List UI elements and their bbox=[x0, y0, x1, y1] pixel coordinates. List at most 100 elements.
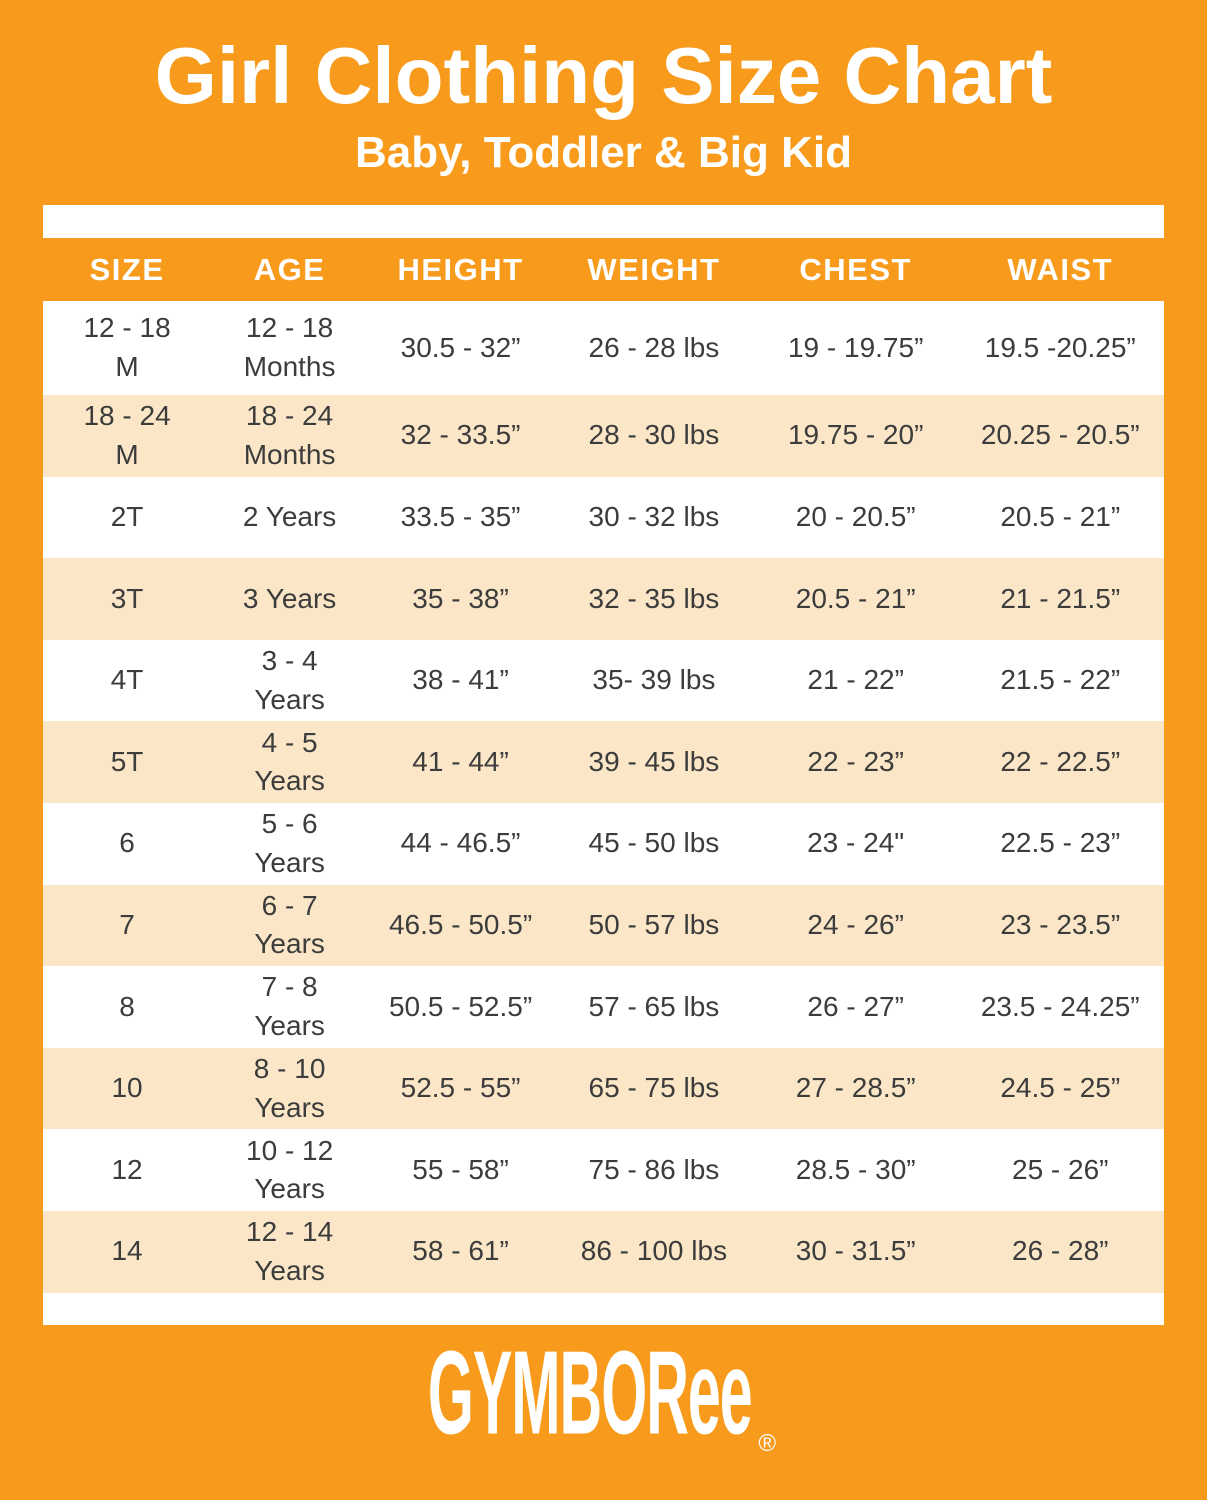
table-cell: 4 - 5 Years bbox=[254, 726, 325, 797]
table-row: 5T 4 - 5 Years 41 - 44” 39 - 45 lbs 22 - 23”… bbox=[43, 721, 1164, 803]
table-row: 14 12 - 14 Years 58 - 61” 86 - 100 lbs 30 - … bbox=[43, 1210, 1164, 1293]
table-row: 6 5 - 6 Years 44 - 46.5” 45 - 50 lbs 23 - 24… bbox=[43, 802, 1164, 885]
table-cell: 20.25 - 20.5” bbox=[980, 419, 1140, 451]
column-header-chest: CHEST bbox=[799, 251, 912, 287]
table-cell: 26 - 27” bbox=[807, 990, 904, 1022]
table-cell: 18 - 24 Months bbox=[243, 400, 336, 470]
table-cell: 25 - 26” bbox=[1012, 1153, 1109, 1185]
table-row: 2T 2 Years 33.5 - 35” 30 - 32 lbs 20 - 20.5”… bbox=[43, 476, 1164, 559]
table-cell: 24 - 26” bbox=[807, 909, 904, 941]
table-cell: 20 - 20.5” bbox=[795, 501, 916, 533]
page-subtitle: Baby, Toddler & Big Kid bbox=[354, 128, 853, 177]
table-cell: 20.5 - 21” bbox=[795, 582, 916, 614]
table-cell: 10 - 12 Years bbox=[246, 1134, 334, 1205]
table-bottom-spacer bbox=[43, 1292, 1164, 1325]
table-cell: 27 - 28.5” bbox=[795, 1072, 916, 1104]
table-cell: 28 - 30 lbs bbox=[588, 419, 720, 451]
column-header-height: HEIGHT bbox=[397, 251, 524, 287]
table-cell: 50.5 - 52.5” bbox=[388, 990, 533, 1022]
table-row: 12 - 18 M 12 - 18 Months 30.5 - 32” 26 - 28… bbox=[43, 301, 1164, 395]
table-cell: 12 - 14 Years bbox=[246, 1216, 334, 1286]
table-cell: 6 bbox=[119, 827, 135, 859]
table-cell: 23.5 - 24.25” bbox=[980, 990, 1140, 1022]
table-cell: 30.5 - 32” bbox=[400, 331, 521, 363]
table-row: 4T 3 - 4 Years 38 - 41” 35- 39 lbs 21 - 22” 2… bbox=[43, 639, 1164, 722]
table-cell: 2T bbox=[110, 501, 144, 533]
table-cell: 28.5 - 30” bbox=[795, 1153, 916, 1185]
table-cell: 7 bbox=[119, 909, 135, 941]
table-cell: 12 - 18 M bbox=[83, 312, 171, 382]
table-cell: 20.5 - 21” bbox=[1000, 501, 1121, 533]
table-row: 12 10 - 12 Years 55 - 58” 75 - 86 lbs 28.5 -… bbox=[43, 1129, 1164, 1211]
table-cell: 57 - 65 lbs bbox=[588, 990, 720, 1022]
table-cell: 6 - 7 Years bbox=[254, 889, 325, 960]
table-cell: 38 - 41” bbox=[412, 664, 509, 696]
table-cell: 30 - 32 lbs bbox=[588, 501, 720, 533]
table-cell: 32 - 35 lbs bbox=[588, 582, 720, 614]
column-header-weight: WEIGHT bbox=[587, 251, 721, 287]
table-cell: 19.5 -20.25” bbox=[984, 331, 1136, 363]
table-cell: 3 - 4 Years bbox=[254, 644, 325, 715]
table-cell: 21 - 21.5” bbox=[1000, 582, 1121, 614]
table-cell: 26 - 28 lbs bbox=[588, 331, 720, 363]
table-cell: 55 - 58” bbox=[412, 1153, 509, 1185]
table-cell: 19 - 19.75” bbox=[787, 331, 924, 363]
table-cell: 2 Years bbox=[242, 501, 337, 533]
table-cell: 22 - 23” bbox=[807, 745, 904, 777]
table-cell: 3T bbox=[110, 582, 144, 614]
table-cell: 52.5 - 55” bbox=[400, 1072, 521, 1104]
column-header-age: AGE bbox=[253, 251, 326, 287]
table-cell: 19.75 - 20” bbox=[787, 419, 924, 451]
table-header-row: SIZE AGE HEIGHT WEIGHT CHEST WAIST bbox=[43, 238, 1164, 301]
table-cell: 23 - 24" bbox=[807, 827, 905, 859]
table-cell: 35 - 38” bbox=[412, 582, 509, 614]
table-cell: 23 - 23.5” bbox=[1000, 909, 1121, 941]
column-header-size: SIZE bbox=[89, 251, 165, 287]
column-header-waist: WAIST bbox=[1007, 251, 1114, 287]
table-cell: 65 - 75 lbs bbox=[588, 1072, 720, 1104]
registered-trademark-symbol: ® bbox=[758, 1430, 777, 1457]
table-cell: 75 - 86 lbs bbox=[588, 1153, 720, 1185]
table-cell: 5T bbox=[110, 745, 144, 777]
table-row: 18 - 24 M 18 - 24 Months 32 - 33.5” 28 - 30… bbox=[43, 395, 1164, 477]
table-cell: 44 - 46.5” bbox=[400, 827, 521, 859]
table-cell: 21 - 22” bbox=[807, 664, 904, 696]
table-cell: 45 - 50 lbs bbox=[588, 827, 720, 859]
table-cell: 24.5 - 25” bbox=[1000, 1072, 1121, 1104]
table-row: 7 6 - 7 Years 46.5 - 50.5” 50 - 57 lbs 24 - … bbox=[43, 884, 1164, 967]
table-cell: 4T bbox=[110, 664, 144, 696]
table-cell: 35- 39 lbs bbox=[592, 664, 716, 696]
table-cell: 3 Years bbox=[242, 582, 337, 614]
table-cell: 7 - 8 Years bbox=[254, 971, 325, 1041]
table-cell: 41 - 44” bbox=[412, 745, 509, 777]
table-cell: 22.5 - 23” bbox=[1000, 827, 1121, 859]
table-cell: 12 - 18 Months bbox=[243, 312, 336, 382]
table-cell: 30 - 31.5” bbox=[795, 1235, 916, 1267]
table-cell: 8 - 10 Years bbox=[253, 1052, 326, 1123]
table-top-spacer bbox=[43, 205, 1164, 238]
table-cell: 12 bbox=[111, 1153, 143, 1185]
table-cell: 18 - 24 M bbox=[83, 400, 171, 470]
table-cell: 86 - 100 lbs bbox=[580, 1235, 728, 1267]
chart-header: Girl Clothing Size Chart Baby, Toddler &… bbox=[0, 0, 1207, 178]
table-row: 10 8 - 10 Years 52.5 - 55” 65 - 75 lbs 27 - … bbox=[43, 1047, 1164, 1130]
page-title: Girl Clothing Size Chart bbox=[154, 31, 1053, 120]
table-cell: 33.5 - 35” bbox=[400, 501, 521, 533]
table-cell: 26 - 28” bbox=[1012, 1235, 1109, 1267]
table-cell: 39 - 45 lbs bbox=[588, 745, 720, 777]
table-row: 3T 3 Years 35 - 38” 32 - 35 lbs 20.5 - 21” 21… bbox=[43, 558, 1164, 640]
table-cell: 5 - 6 Years bbox=[254, 808, 325, 878]
table-cell: 50 - 57 lbs bbox=[588, 909, 720, 941]
gymboree-logo: GYMBORee bbox=[427, 1326, 753, 1461]
table-cell: 14 bbox=[111, 1235, 143, 1267]
table-cell: 32 - 33.5” bbox=[400, 419, 521, 451]
table-cell: 22 - 22.5” bbox=[1000, 745, 1121, 777]
table-cell: 10 bbox=[111, 1072, 143, 1104]
table-cell: 58 - 61” bbox=[412, 1235, 509, 1267]
table-body: 12 - 18 M 12 - 18 Months 30.5 - 32” 26 - 28… bbox=[43, 301, 1164, 1293]
table-cell: 46.5 - 50.5” bbox=[388, 909, 533, 941]
table-cell: 21.5 - 22” bbox=[1000, 664, 1121, 696]
table-cell: 8 bbox=[119, 990, 135, 1022]
